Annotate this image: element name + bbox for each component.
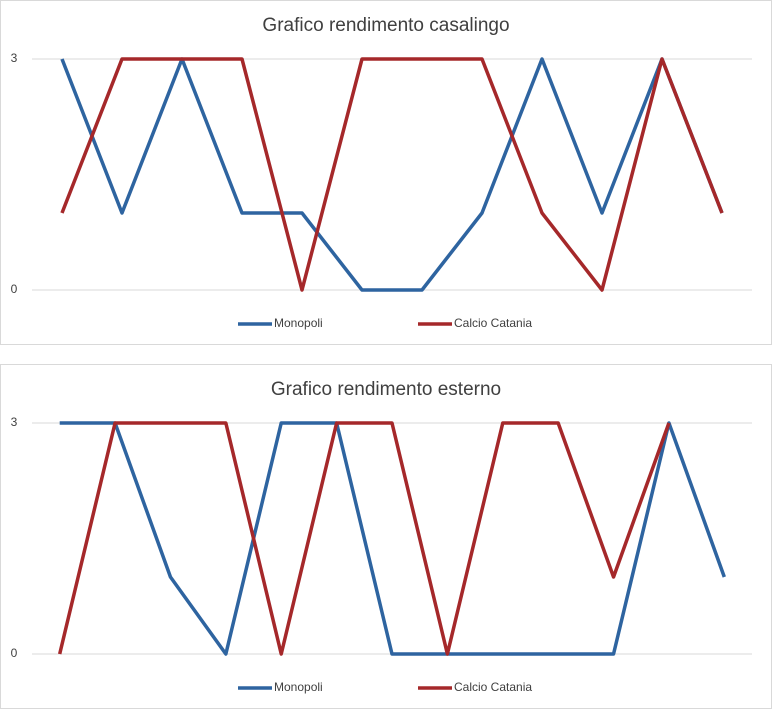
y-tick-label: 3 [11, 51, 18, 65]
series-line [60, 57, 724, 292]
legend-label: Monopoli [274, 316, 323, 330]
legend-label: Calcio Catania [454, 316, 532, 330]
chart-frame [0, 364, 772, 709]
series-line [60, 57, 724, 292]
chart-frame [0, 0, 772, 345]
chart: Grafico rendimento casalingo 0 3 Monopoli Ca… [0, 0, 772, 345]
series-line [59, 421, 726, 656]
y-tick-label: 0 [11, 282, 18, 296]
chart: Grafico rendimento esterno 0 3 Monopoli Calc… [0, 364, 772, 709]
series-line [57, 421, 671, 656]
y-tick-label: 0 [11, 646, 18, 660]
legend-label: Monopoli [274, 680, 323, 694]
chart-title: Grafico rendimento esterno [271, 379, 501, 400]
legend-label: Calcio Catania [454, 680, 532, 694]
chart-title: Grafico rendimento casalingo [262, 15, 509, 36]
y-tick-label: 3 [11, 415, 18, 429]
